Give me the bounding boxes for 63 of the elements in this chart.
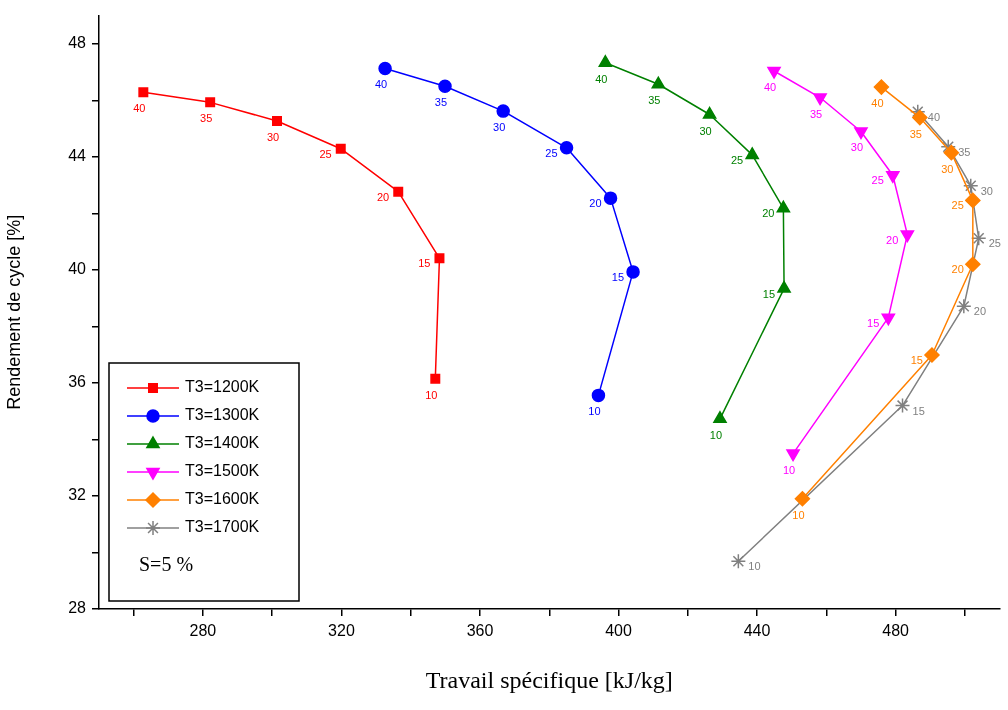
annotation: 35: [958, 145, 971, 158]
y-tick-label: 32: [68, 486, 87, 504]
annotation: S=5 %: [139, 553, 194, 576]
annotation: 25: [988, 237, 1001, 250]
x-tick-label: 400: [605, 622, 632, 640]
annotation: 40: [871, 97, 884, 110]
legend-label: T3=1700K: [185, 518, 260, 536]
annotation: 10: [588, 405, 601, 418]
y-tick-label: 40: [68, 260, 87, 278]
annotation: 10: [748, 560, 761, 573]
annotation: 35: [648, 94, 661, 107]
annotation: 30: [980, 184, 993, 197]
annotation: 15: [611, 270, 625, 283]
annotation: 20: [973, 305, 987, 318]
x-tick-label: 360: [466, 622, 494, 640]
annotation: 20: [589, 197, 602, 210]
annotation: 25: [871, 174, 884, 187]
annotation: 35: [909, 127, 922, 140]
annotation: 40: [595, 72, 608, 85]
annotation: 20: [376, 190, 390, 203]
y-tick-label: 44: [68, 147, 87, 165]
annotation: 40: [133, 102, 146, 115]
annotation: 30: [941, 162, 954, 175]
annotation: 20: [951, 263, 964, 276]
x-axis-title: Travail spécifique [kJ/kg]: [425, 666, 673, 693]
legend-label: T3=1600K: [185, 490, 260, 508]
annotation: 15: [910, 354, 923, 366]
y-axis-title: Rendement de cycle [%]: [3, 214, 24, 410]
y-tick-label: 36: [68, 373, 87, 391]
annotation: 30: [850, 141, 864, 154]
annotation: 20: [886, 233, 899, 246]
annotation: 25: [545, 146, 558, 159]
annotation: 35: [434, 96, 448, 109]
annotation: 15: [762, 287, 776, 300]
annotation: 35: [809, 107, 823, 120]
annotation: 20: [762, 207, 775, 220]
annotation: 35: [200, 112, 213, 125]
annotation: 10: [425, 388, 438, 401]
x-tick-label: 280: [189, 622, 217, 640]
x-tick-label: 440: [743, 622, 771, 640]
legend-label: T3=1400K: [185, 434, 260, 452]
y-tick-label: 48: [68, 34, 87, 52]
annotation: 30: [493, 121, 506, 134]
x-tick-label: 320: [328, 622, 355, 640]
annotation: 30: [699, 124, 712, 137]
annotation: 10: [792, 508, 805, 521]
annotation: 15: [418, 257, 431, 270]
annotation: 40: [374, 78, 388, 91]
y-tick-label: 28: [68, 599, 87, 617]
legend-label: T3=1200K: [185, 378, 260, 396]
annotation: 25: [730, 153, 744, 166]
annotation: 40: [763, 81, 777, 94]
legend-label: T3=1300K: [185, 406, 260, 424]
annotation: 15: [912, 404, 925, 417]
annotation: 10: [782, 463, 796, 476]
x-tick-label: 480: [882, 622, 910, 640]
annotation: 15: [867, 316, 880, 329]
annotation: 30: [266, 131, 280, 144]
annotation: 25: [319, 147, 332, 160]
legend-label: T3=1500K: [185, 462, 260, 480]
annotation: 25: [951, 199, 964, 212]
annotation: 10: [709, 428, 723, 441]
annotation: 40: [927, 110, 941, 123]
